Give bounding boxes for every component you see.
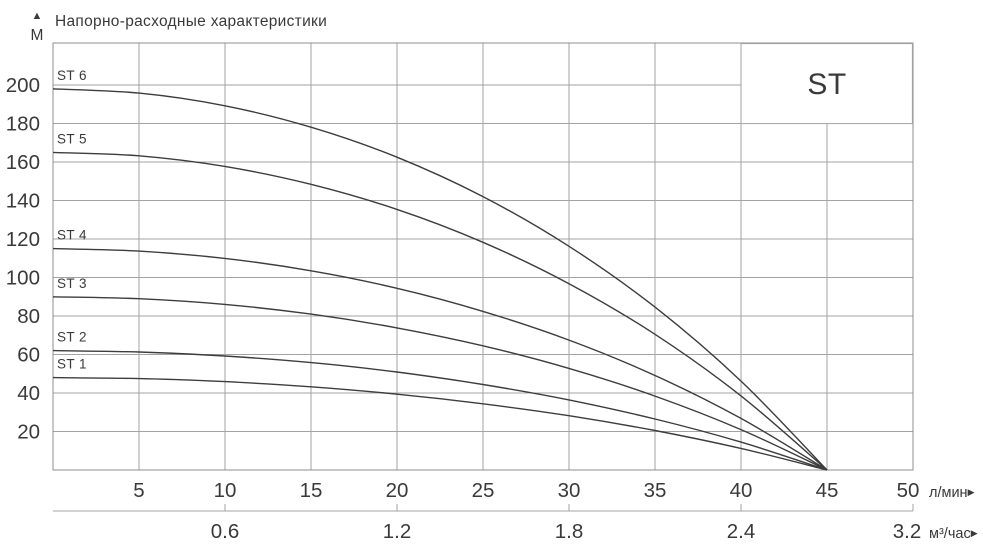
x-tick-label-30: 30	[558, 479, 581, 502]
y-tick-label-160: 160	[6, 151, 40, 174]
curve-label-st-2: ST 2	[57, 330, 87, 345]
series-family-box	[740, 43, 913, 125]
x-tick-label-50: 50	[897, 479, 920, 502]
y-axis-arrow-icon: ▲	[32, 10, 43, 22]
x-tick-label-20: 20	[386, 479, 409, 502]
plot-frame	[52, 42, 914, 471]
curve-st-1	[52, 376, 828, 471]
y-tick-label-100: 100	[6, 267, 40, 290]
curve-labels-group: ST 6 ST 5 ST 4 ST 3 ST 2 ST 1	[57, 68, 87, 372]
curve-label-st-1: ST 1	[57, 357, 87, 372]
curve-label-st-4: ST 4	[57, 228, 87, 243]
x2-tick-label-3.2: 3.2	[893, 520, 922, 543]
curve-st-6	[52, 88, 828, 471]
curve-label-st-5: ST 5	[57, 131, 87, 146]
y-tick-label-20: 20	[17, 421, 40, 444]
x2-tick-label-0.6: 0.6	[211, 520, 240, 543]
pump-curves-group	[52, 88, 828, 471]
chart-title: Напорно-расходные характеристики	[55, 13, 327, 30]
x-axis-primary-tick-labels: 5 10 15 20 25 30 35 40 45 50	[133, 479, 919, 502]
x2-tick-label-2.4: 2.4	[727, 520, 756, 543]
x-primary-unit-label: л/мин▶	[929, 485, 975, 501]
y-axis-tick-labels: 20 40 60 80 100 120 140 160 180 200	[6, 74, 40, 444]
right-arrow-icon: ▶	[971, 528, 978, 538]
x-axis-secondary: 0.6 1.2 1.8 2.4 3.2	[53, 504, 921, 543]
x2-tick-label-1.2: 1.2	[383, 520, 412, 543]
x-tick-label-25: 25	[472, 479, 495, 502]
x-tick-label-10: 10	[214, 479, 237, 502]
right-arrow-icon: ▶	[968, 487, 975, 497]
curve-label-st-3: ST 3	[57, 276, 87, 291]
curve-st-5	[52, 151, 828, 471]
y-tick-label-120: 120	[6, 228, 40, 251]
y-tick-label-40: 40	[17, 382, 40, 405]
curve-st-4	[52, 247, 828, 471]
x-tick-label-45: 45	[816, 479, 839, 502]
x-tick-label-40: 40	[730, 479, 753, 502]
y-tick-label-60: 60	[17, 344, 40, 367]
y-tick-label-180: 180	[6, 113, 40, 136]
x-tick-label-15: 15	[300, 479, 323, 502]
y-tick-label-140: 140	[6, 190, 40, 213]
y-tick-label-80: 80	[17, 305, 40, 328]
curve-st-2	[52, 349, 828, 471]
y-axis-unit-label: М	[31, 27, 44, 44]
series-family-label: ST	[807, 68, 846, 101]
x2-tick-label-1.8: 1.8	[555, 520, 584, 543]
x-secondary-unit-label: м³/час▶	[929, 526, 978, 542]
curve-st-3	[52, 296, 828, 471]
x-tick-label-5: 5	[133, 479, 144, 502]
curve-label-st-6: ST 6	[57, 68, 87, 83]
y-tick-label-200: 200	[6, 74, 40, 97]
x-tick-label-35: 35	[644, 479, 667, 502]
